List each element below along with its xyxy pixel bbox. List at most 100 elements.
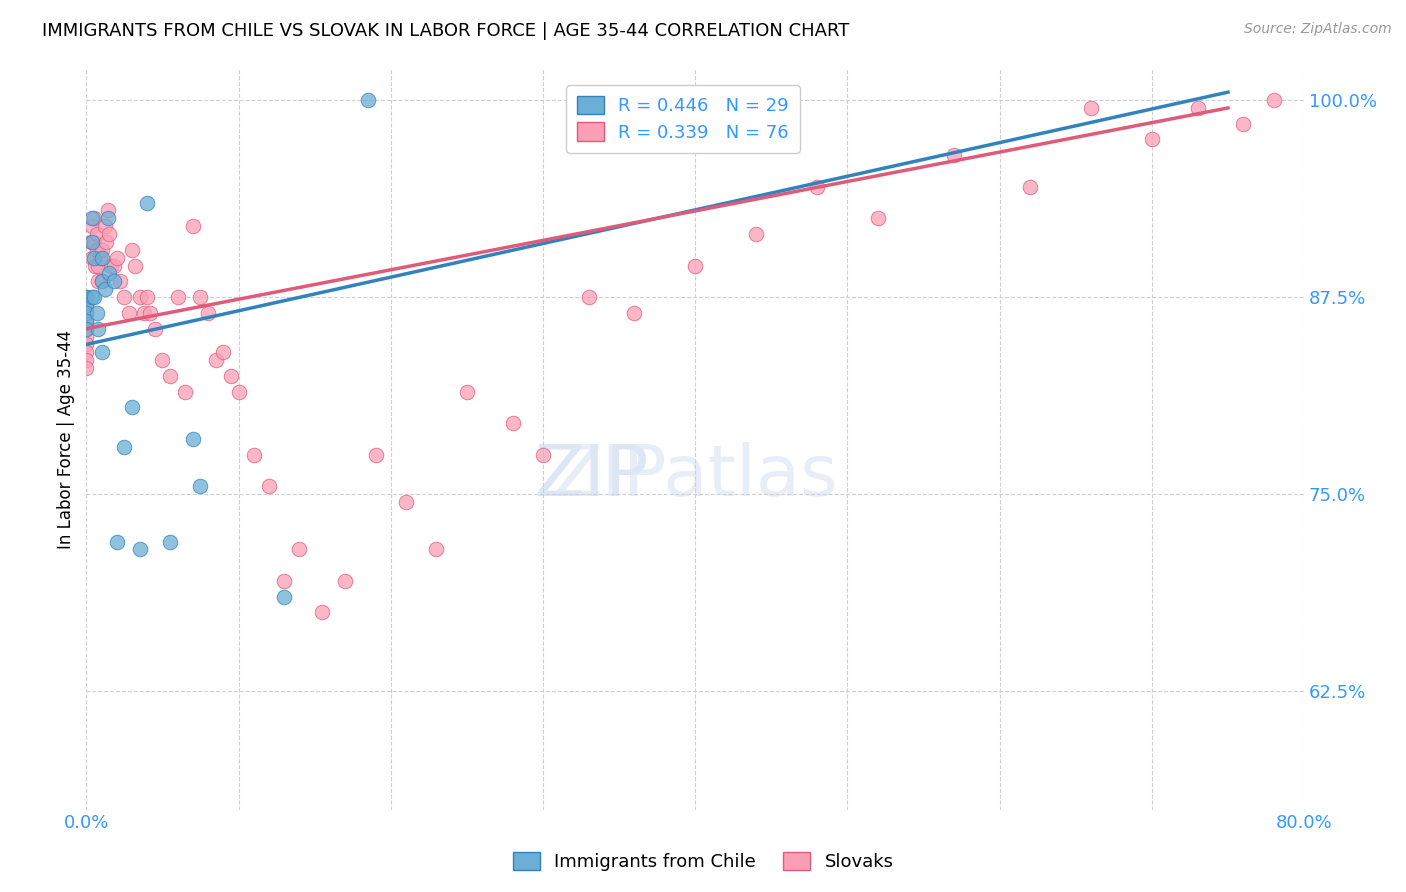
Point: [128, 290, 150, 304]
Point: [82, 251, 104, 265]
Point: [395, 495, 418, 509]
Point: [75, 298, 97, 312]
Point: [75, 321, 97, 335]
Point: [623, 306, 645, 320]
Point: [108, 274, 131, 288]
Point: [87, 274, 110, 288]
Point: [364, 448, 387, 462]
Point: [425, 542, 447, 557]
Point: [87, 321, 110, 335]
Point: [82, 219, 104, 234]
Point: [100, 259, 122, 273]
Point: [143, 321, 166, 335]
Point: [103, 274, 125, 288]
Point: [80, 235, 103, 249]
Y-axis label: In Labor Force | Age 35-44: In Labor Force | Age 35-44: [58, 329, 75, 549]
Point: [93, 219, 115, 234]
Point: [502, 417, 524, 431]
Point: [103, 259, 125, 273]
Point: [219, 368, 242, 383]
Point: [181, 219, 204, 234]
Point: [242, 448, 264, 462]
Point: [1232, 117, 1254, 131]
Point: [75, 345, 97, 359]
Point: [97, 203, 120, 218]
Point: [181, 432, 204, 446]
Point: [75, 329, 97, 343]
Point: [75, 353, 97, 368]
Point: [105, 534, 128, 549]
Point: [84, 259, 107, 273]
Point: [806, 179, 828, 194]
Point: [86, 227, 108, 241]
Point: [83, 290, 105, 304]
Point: [1080, 101, 1102, 115]
Point: [90, 274, 112, 288]
Point: [288, 542, 311, 557]
Point: [75, 361, 97, 376]
Point: [82, 290, 104, 304]
Point: [75, 314, 97, 328]
Point: [273, 590, 295, 604]
Point: [94, 235, 117, 249]
Point: [82, 211, 104, 226]
Point: [1140, 132, 1163, 146]
Point: [273, 574, 295, 588]
Point: [134, 306, 156, 320]
Point: [75, 290, 97, 304]
Point: [90, 274, 112, 288]
Text: ZIP: ZIP: [534, 442, 650, 510]
Point: [190, 479, 212, 493]
Point: [1263, 93, 1285, 107]
Point: [212, 345, 235, 359]
Legend: Immigrants from Chile, Slovaks: Immigrants from Chile, Slovaks: [505, 845, 901, 879]
Point: [105, 251, 128, 265]
Point: [75, 290, 97, 304]
Point: [118, 306, 141, 320]
Point: [112, 440, 135, 454]
Point: [90, 251, 112, 265]
Point: [197, 306, 219, 320]
Point: [121, 243, 143, 257]
Point: [121, 401, 143, 415]
Point: [333, 574, 356, 588]
Point: [83, 235, 105, 249]
Point: [136, 195, 159, 210]
Point: [866, 211, 889, 226]
Point: [75, 314, 97, 328]
Point: [86, 243, 108, 257]
Point: [98, 227, 121, 241]
Point: [83, 211, 105, 226]
Point: [190, 290, 212, 304]
Point: [86, 306, 108, 320]
Point: [531, 448, 554, 462]
Point: [152, 353, 174, 368]
Point: [204, 353, 226, 368]
Point: [87, 259, 110, 273]
Point: [75, 298, 97, 312]
Text: Source: ZipAtlas.com: Source: ZipAtlas.com: [1244, 22, 1392, 37]
Text: IMMIGRANTS FROM CHILE VS SLOVAK IN LABOR FORCE | AGE 35-44 CORRELATION CHART: IMMIGRANTS FROM CHILE VS SLOVAK IN LABOR…: [42, 22, 849, 40]
Point: [166, 290, 188, 304]
Point: [83, 251, 105, 265]
Point: [174, 384, 197, 399]
Point: [89, 251, 111, 265]
Point: [90, 345, 112, 359]
Point: [139, 306, 162, 320]
Point: [93, 282, 115, 296]
Legend: R = 0.446   N = 29, R = 0.339   N = 76: R = 0.446 N = 29, R = 0.339 N = 76: [567, 85, 800, 153]
Point: [124, 259, 146, 273]
Point: [112, 290, 135, 304]
Point: [456, 384, 478, 399]
Point: [257, 479, 280, 493]
Point: [128, 542, 150, 557]
Point: [90, 243, 112, 257]
Point: [228, 384, 250, 399]
Point: [75, 306, 97, 320]
Point: [75, 321, 97, 335]
Point: [1019, 179, 1042, 194]
Point: [942, 148, 965, 162]
Text: ZIPatlas: ZIPatlas: [553, 442, 838, 510]
Point: [357, 93, 380, 107]
Point: [1187, 101, 1209, 115]
